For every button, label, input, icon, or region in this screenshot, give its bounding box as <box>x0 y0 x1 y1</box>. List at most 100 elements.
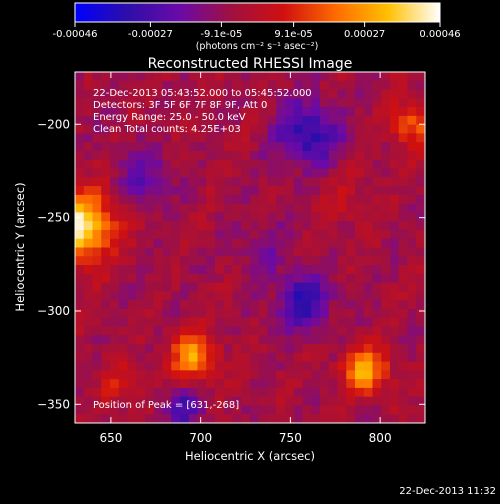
heatmap-cell <box>276 291 286 301</box>
heatmap-cell <box>407 98 417 108</box>
heatmap-cell <box>416 308 425 319</box>
heatmap-cell <box>328 124 339 135</box>
heatmap-cell <box>206 212 216 222</box>
heatmap-cell <box>276 326 286 336</box>
heatmap-cell <box>136 221 146 231</box>
heatmap-cell <box>188 150 199 161</box>
heatmap-cell <box>145 177 155 187</box>
heatmap-cell <box>285 115 295 126</box>
heatmap-cell <box>267 282 277 292</box>
heatmap-cell <box>75 256 85 266</box>
heatmap-cell <box>285 194 295 205</box>
heatmap-cell <box>171 203 181 214</box>
heatmap-cell <box>267 186 277 196</box>
heatmap-cell <box>110 396 120 407</box>
heatmap-cell <box>398 335 409 345</box>
heatmap-cell <box>250 387 260 398</box>
heatmap-cell <box>75 168 85 178</box>
heatmap-cell <box>337 352 347 363</box>
heatmap-cell <box>136 414 146 423</box>
heatmap-cell <box>363 168 374 178</box>
heatmap-cell <box>302 361 312 371</box>
heatmap-cell <box>215 370 225 380</box>
heatmap-cell <box>215 107 225 117</box>
heatmap-cell <box>83 414 94 423</box>
heatmap-cell <box>302 238 312 249</box>
heatmap-cell <box>311 238 321 249</box>
heatmap-cell <box>223 229 234 240</box>
heatmap-cell <box>162 107 172 117</box>
heatmap-cell <box>101 326 111 336</box>
heatmap-cell <box>110 344 120 354</box>
heatmap-cell <box>363 326 374 336</box>
heatmap-cell <box>92 405 102 415</box>
heatmap-cell <box>390 344 400 354</box>
heatmap-cell <box>110 142 120 152</box>
heatmap-cell <box>92 291 102 301</box>
heatmap-cell <box>197 72 207 82</box>
heatmap-cell <box>197 291 207 301</box>
heatmap-cell <box>241 414 251 423</box>
heatmap-cell <box>92 387 102 398</box>
y-axis-label: Heliocentric Y (arcsec) <box>13 182 27 311</box>
heatmap-cell <box>258 282 269 292</box>
heatmap-cell <box>241 405 251 415</box>
heatmap-cell <box>320 291 330 301</box>
heatmap-cell <box>75 300 85 310</box>
heatmap-cell <box>223 265 234 275</box>
x-tick-label: 700 <box>189 431 212 445</box>
heatmap-cell <box>241 247 251 257</box>
heatmap-cell <box>276 229 286 240</box>
heatmap-cell <box>197 238 207 249</box>
heatmap-cell <box>101 387 111 398</box>
heatmap-cell <box>372 247 382 257</box>
heatmap-cell <box>110 317 120 328</box>
heatmap-cell <box>407 256 417 266</box>
heatmap-cell <box>258 405 269 415</box>
heatmap-cell <box>355 352 365 363</box>
heatmap-cell <box>337 405 347 415</box>
heatmap-cell <box>145 414 155 423</box>
heatmap-cell <box>293 300 304 310</box>
heatmap-cell <box>162 133 172 143</box>
heatmap-cell <box>145 194 155 205</box>
heatmap-cell <box>407 72 417 82</box>
heatmap-cell <box>241 335 251 345</box>
heatmap-cell <box>197 98 207 108</box>
heatmap-cell <box>320 361 330 371</box>
heatmap-cell <box>355 282 365 292</box>
heatmap-cell <box>118 203 129 214</box>
heatmap-cell <box>127 142 137 152</box>
heatmap-cell <box>118 282 129 292</box>
heatmap-cell <box>118 265 129 275</box>
heatmap-cell <box>372 308 382 319</box>
heatmap-cell <box>320 335 330 345</box>
heatmap-cell <box>276 124 286 135</box>
heatmap-cell <box>215 282 225 292</box>
heatmap-cell <box>311 256 321 266</box>
heatmap-cell <box>197 194 207 205</box>
heatmap-cell <box>276 352 286 363</box>
heatmap-cell <box>83 335 94 345</box>
heatmap-cell <box>398 168 409 178</box>
heatmap-cell <box>223 107 234 117</box>
heatmap-cell <box>171 273 181 284</box>
heatmap-cell <box>276 379 286 389</box>
heatmap-cell <box>267 80 277 91</box>
heatmap-cell <box>188 291 199 301</box>
colorbar-tick-label: -9.1e-05 <box>200 29 242 40</box>
heatmap-cell <box>372 361 382 371</box>
heatmap-cell <box>302 414 312 423</box>
heatmap-cell <box>355 150 365 161</box>
heatmap-cell <box>197 256 207 266</box>
heatmap-cell <box>390 229 400 240</box>
heatmap-cell <box>110 326 120 336</box>
heatmap-cell <box>258 300 269 310</box>
heatmap-cell <box>355 186 365 196</box>
x-tick-label: 800 <box>369 431 392 445</box>
heatmap-cell <box>188 238 199 249</box>
heatmap-cell <box>390 133 400 143</box>
heatmap-cell <box>416 107 425 117</box>
heatmap-cell <box>381 344 391 354</box>
heatmap-cell <box>337 107 347 117</box>
